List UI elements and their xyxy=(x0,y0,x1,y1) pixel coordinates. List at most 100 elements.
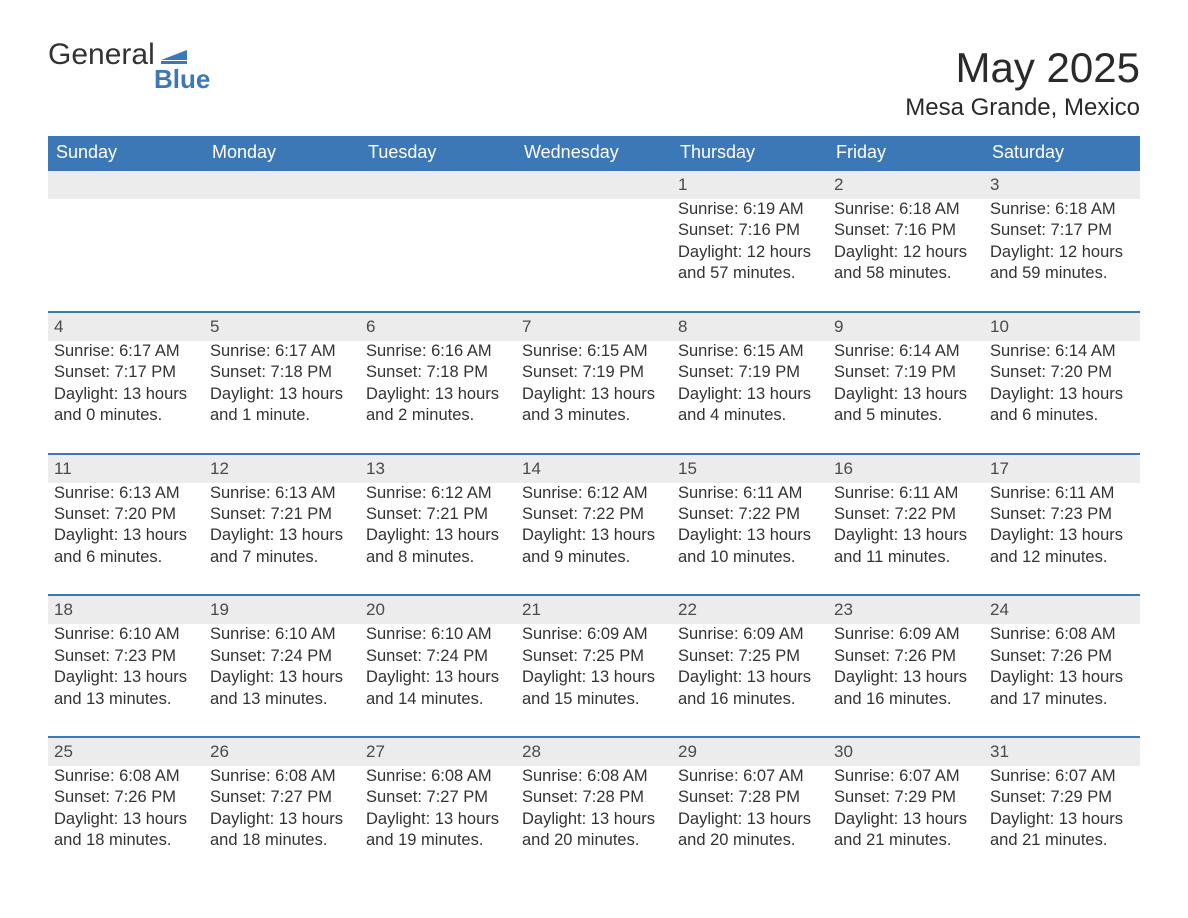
sunset-text: Sunset: 7:26 PM xyxy=(54,787,196,808)
sunset-text: Sunset: 7:29 PM xyxy=(990,787,1132,808)
calendar-details-cell: Sunrise: 6:07 AMSunset: 7:29 PMDaylight:… xyxy=(984,766,1140,860)
calendar-details-cell: Sunrise: 6:09 AMSunset: 7:26 PMDaylight:… xyxy=(828,624,984,737)
calendar-daynum-cell: 31 xyxy=(984,737,1140,766)
daylight-text: Daylight: 13 hours and 18 minutes. xyxy=(54,809,196,852)
daylight-text: Daylight: 13 hours and 16 minutes. xyxy=(678,667,820,710)
daylight-text: Daylight: 13 hours and 20 minutes. xyxy=(678,809,820,852)
calendar-details-cell: Sunrise: 6:17 AMSunset: 7:17 PMDaylight:… xyxy=(48,341,204,454)
flag-icon xyxy=(161,46,187,64)
sunset-text: Sunset: 7:17 PM xyxy=(990,220,1132,241)
calendar-details-cell: Sunrise: 6:18 AMSunset: 7:16 PMDaylight:… xyxy=(828,199,984,312)
calendar-details-row: Sunrise: 6:08 AMSunset: 7:26 PMDaylight:… xyxy=(48,766,1140,860)
calendar-daynum-cell xyxy=(360,170,516,199)
calendar-daynum-cell: 2 xyxy=(828,170,984,199)
brand-word2: Blue xyxy=(154,66,210,92)
sunrise-text: Sunrise: 6:09 AM xyxy=(834,624,976,645)
calendar-daynum-cell: 7 xyxy=(516,312,672,341)
sunrise-text: Sunrise: 6:14 AM xyxy=(990,341,1132,362)
sunrise-text: Sunrise: 6:15 AM xyxy=(522,341,664,362)
sunrise-text: Sunrise: 6:07 AM xyxy=(990,766,1132,787)
calendar-daynum-cell: 18 xyxy=(48,595,204,624)
calendar-daynum-cell: 20 xyxy=(360,595,516,624)
sunset-text: Sunset: 7:22 PM xyxy=(678,504,820,525)
calendar-details-cell: Sunrise: 6:11 AMSunset: 7:23 PMDaylight:… xyxy=(984,483,1140,596)
brand-word1: General xyxy=(48,40,155,70)
sunset-text: Sunset: 7:23 PM xyxy=(54,646,196,667)
calendar-header-cell: Saturday xyxy=(984,136,1140,170)
calendar-details-cell: Sunrise: 6:11 AMSunset: 7:22 PMDaylight:… xyxy=(672,483,828,596)
daylight-text: Daylight: 13 hours and 0 minutes. xyxy=(54,384,196,427)
daylight-text: Daylight: 13 hours and 4 minutes. xyxy=(678,384,820,427)
sunset-text: Sunset: 7:20 PM xyxy=(990,362,1132,383)
calendar-daynum-cell: 9 xyxy=(828,312,984,341)
sunset-text: Sunset: 7:28 PM xyxy=(522,787,664,808)
sunset-text: Sunset: 7:25 PM xyxy=(522,646,664,667)
calendar-daynum-cell: 8 xyxy=(672,312,828,341)
calendar-header-cell: Friday xyxy=(828,136,984,170)
sunset-text: Sunset: 7:26 PM xyxy=(834,646,976,667)
sunrise-text: Sunrise: 6:09 AM xyxy=(522,624,664,645)
daylight-text: Daylight: 13 hours and 6 minutes. xyxy=(54,525,196,568)
calendar-daynum-row: 11121314151617 xyxy=(48,454,1140,483)
calendar-daynum-cell: 26 xyxy=(204,737,360,766)
title-area: May 2025 Mesa Grande, Mexico xyxy=(905,44,1140,122)
sunset-text: Sunset: 7:24 PM xyxy=(210,646,352,667)
sunrise-text: Sunrise: 6:10 AM xyxy=(54,624,196,645)
calendar-daynum-cell: 6 xyxy=(360,312,516,341)
calendar-daynum-cell: 16 xyxy=(828,454,984,483)
calendar-daynum-cell: 15 xyxy=(672,454,828,483)
daylight-text: Daylight: 13 hours and 13 minutes. xyxy=(210,667,352,710)
calendar-header-cell: Tuesday xyxy=(360,136,516,170)
sunrise-text: Sunrise: 6:08 AM xyxy=(522,766,664,787)
calendar-daynum-cell: 21 xyxy=(516,595,672,624)
calendar-daynum-cell: 10 xyxy=(984,312,1140,341)
sunset-text: Sunset: 7:19 PM xyxy=(522,362,664,383)
calendar-details-cell: Sunrise: 6:19 AMSunset: 7:16 PMDaylight:… xyxy=(672,199,828,312)
calendar-details-cell: Sunrise: 6:07 AMSunset: 7:29 PMDaylight:… xyxy=(828,766,984,860)
calendar-details-cell: Sunrise: 6:16 AMSunset: 7:18 PMDaylight:… xyxy=(360,341,516,454)
sunrise-text: Sunrise: 6:18 AM xyxy=(990,199,1132,220)
page-location: Mesa Grande, Mexico xyxy=(905,94,1140,122)
calendar-daynum-cell: 23 xyxy=(828,595,984,624)
daylight-text: Daylight: 13 hours and 7 minutes. xyxy=(210,525,352,568)
page-title: May 2025 xyxy=(905,44,1140,92)
calendar-daynum-cell: 12 xyxy=(204,454,360,483)
sunrise-text: Sunrise: 6:16 AM xyxy=(366,341,508,362)
daylight-text: Daylight: 13 hours and 9 minutes. xyxy=(522,525,664,568)
calendar-details-cell: Sunrise: 6:10 AMSunset: 7:24 PMDaylight:… xyxy=(360,624,516,737)
daylight-text: Daylight: 13 hours and 21 minutes. xyxy=(990,809,1132,852)
sunrise-text: Sunrise: 6:08 AM xyxy=(990,624,1132,645)
calendar-daynum-cell: 11 xyxy=(48,454,204,483)
calendar-details-cell: Sunrise: 6:07 AMSunset: 7:28 PMDaylight:… xyxy=(672,766,828,860)
calendar-daynum-cell: 30 xyxy=(828,737,984,766)
daylight-text: Daylight: 13 hours and 21 minutes. xyxy=(834,809,976,852)
calendar-details-cell: Sunrise: 6:12 AMSunset: 7:21 PMDaylight:… xyxy=(360,483,516,596)
daylight-text: Daylight: 13 hours and 20 minutes. xyxy=(522,809,664,852)
calendar-details-row: Sunrise: 6:10 AMSunset: 7:23 PMDaylight:… xyxy=(48,624,1140,737)
calendar-daynum-cell xyxy=(204,170,360,199)
sunrise-text: Sunrise: 6:08 AM xyxy=(210,766,352,787)
sunrise-text: Sunrise: 6:15 AM xyxy=(678,341,820,362)
sunset-text: Sunset: 7:25 PM xyxy=(678,646,820,667)
daylight-text: Daylight: 13 hours and 14 minutes. xyxy=(366,667,508,710)
daylight-text: Daylight: 12 hours and 59 minutes. xyxy=(990,242,1132,285)
calendar-daynum-row: 45678910 xyxy=(48,312,1140,341)
calendar-daynum-cell: 14 xyxy=(516,454,672,483)
sunrise-text: Sunrise: 6:11 AM xyxy=(990,483,1132,504)
sunset-text: Sunset: 7:16 PM xyxy=(678,220,820,241)
sunset-text: Sunset: 7:29 PM xyxy=(834,787,976,808)
calendar-header-row: SundayMondayTuesdayWednesdayThursdayFrid… xyxy=(48,136,1140,170)
sunset-text: Sunset: 7:28 PM xyxy=(678,787,820,808)
sunset-text: Sunset: 7:19 PM xyxy=(678,362,820,383)
sunset-text: Sunset: 7:26 PM xyxy=(990,646,1132,667)
calendar-daynum-row: 25262728293031 xyxy=(48,737,1140,766)
calendar-table: SundayMondayTuesdayWednesdayThursdayFrid… xyxy=(48,136,1140,860)
calendar-details-cell: Sunrise: 6:14 AMSunset: 7:19 PMDaylight:… xyxy=(828,341,984,454)
sunrise-text: Sunrise: 6:13 AM xyxy=(210,483,352,504)
calendar-details-cell: Sunrise: 6:17 AMSunset: 7:18 PMDaylight:… xyxy=(204,341,360,454)
calendar-details-row: Sunrise: 6:13 AMSunset: 7:20 PMDaylight:… xyxy=(48,483,1140,596)
daylight-text: Daylight: 13 hours and 18 minutes. xyxy=(210,809,352,852)
sunrise-text: Sunrise: 6:10 AM xyxy=(210,624,352,645)
calendar-details-cell: Sunrise: 6:11 AMSunset: 7:22 PMDaylight:… xyxy=(828,483,984,596)
calendar-daynum-cell: 5 xyxy=(204,312,360,341)
